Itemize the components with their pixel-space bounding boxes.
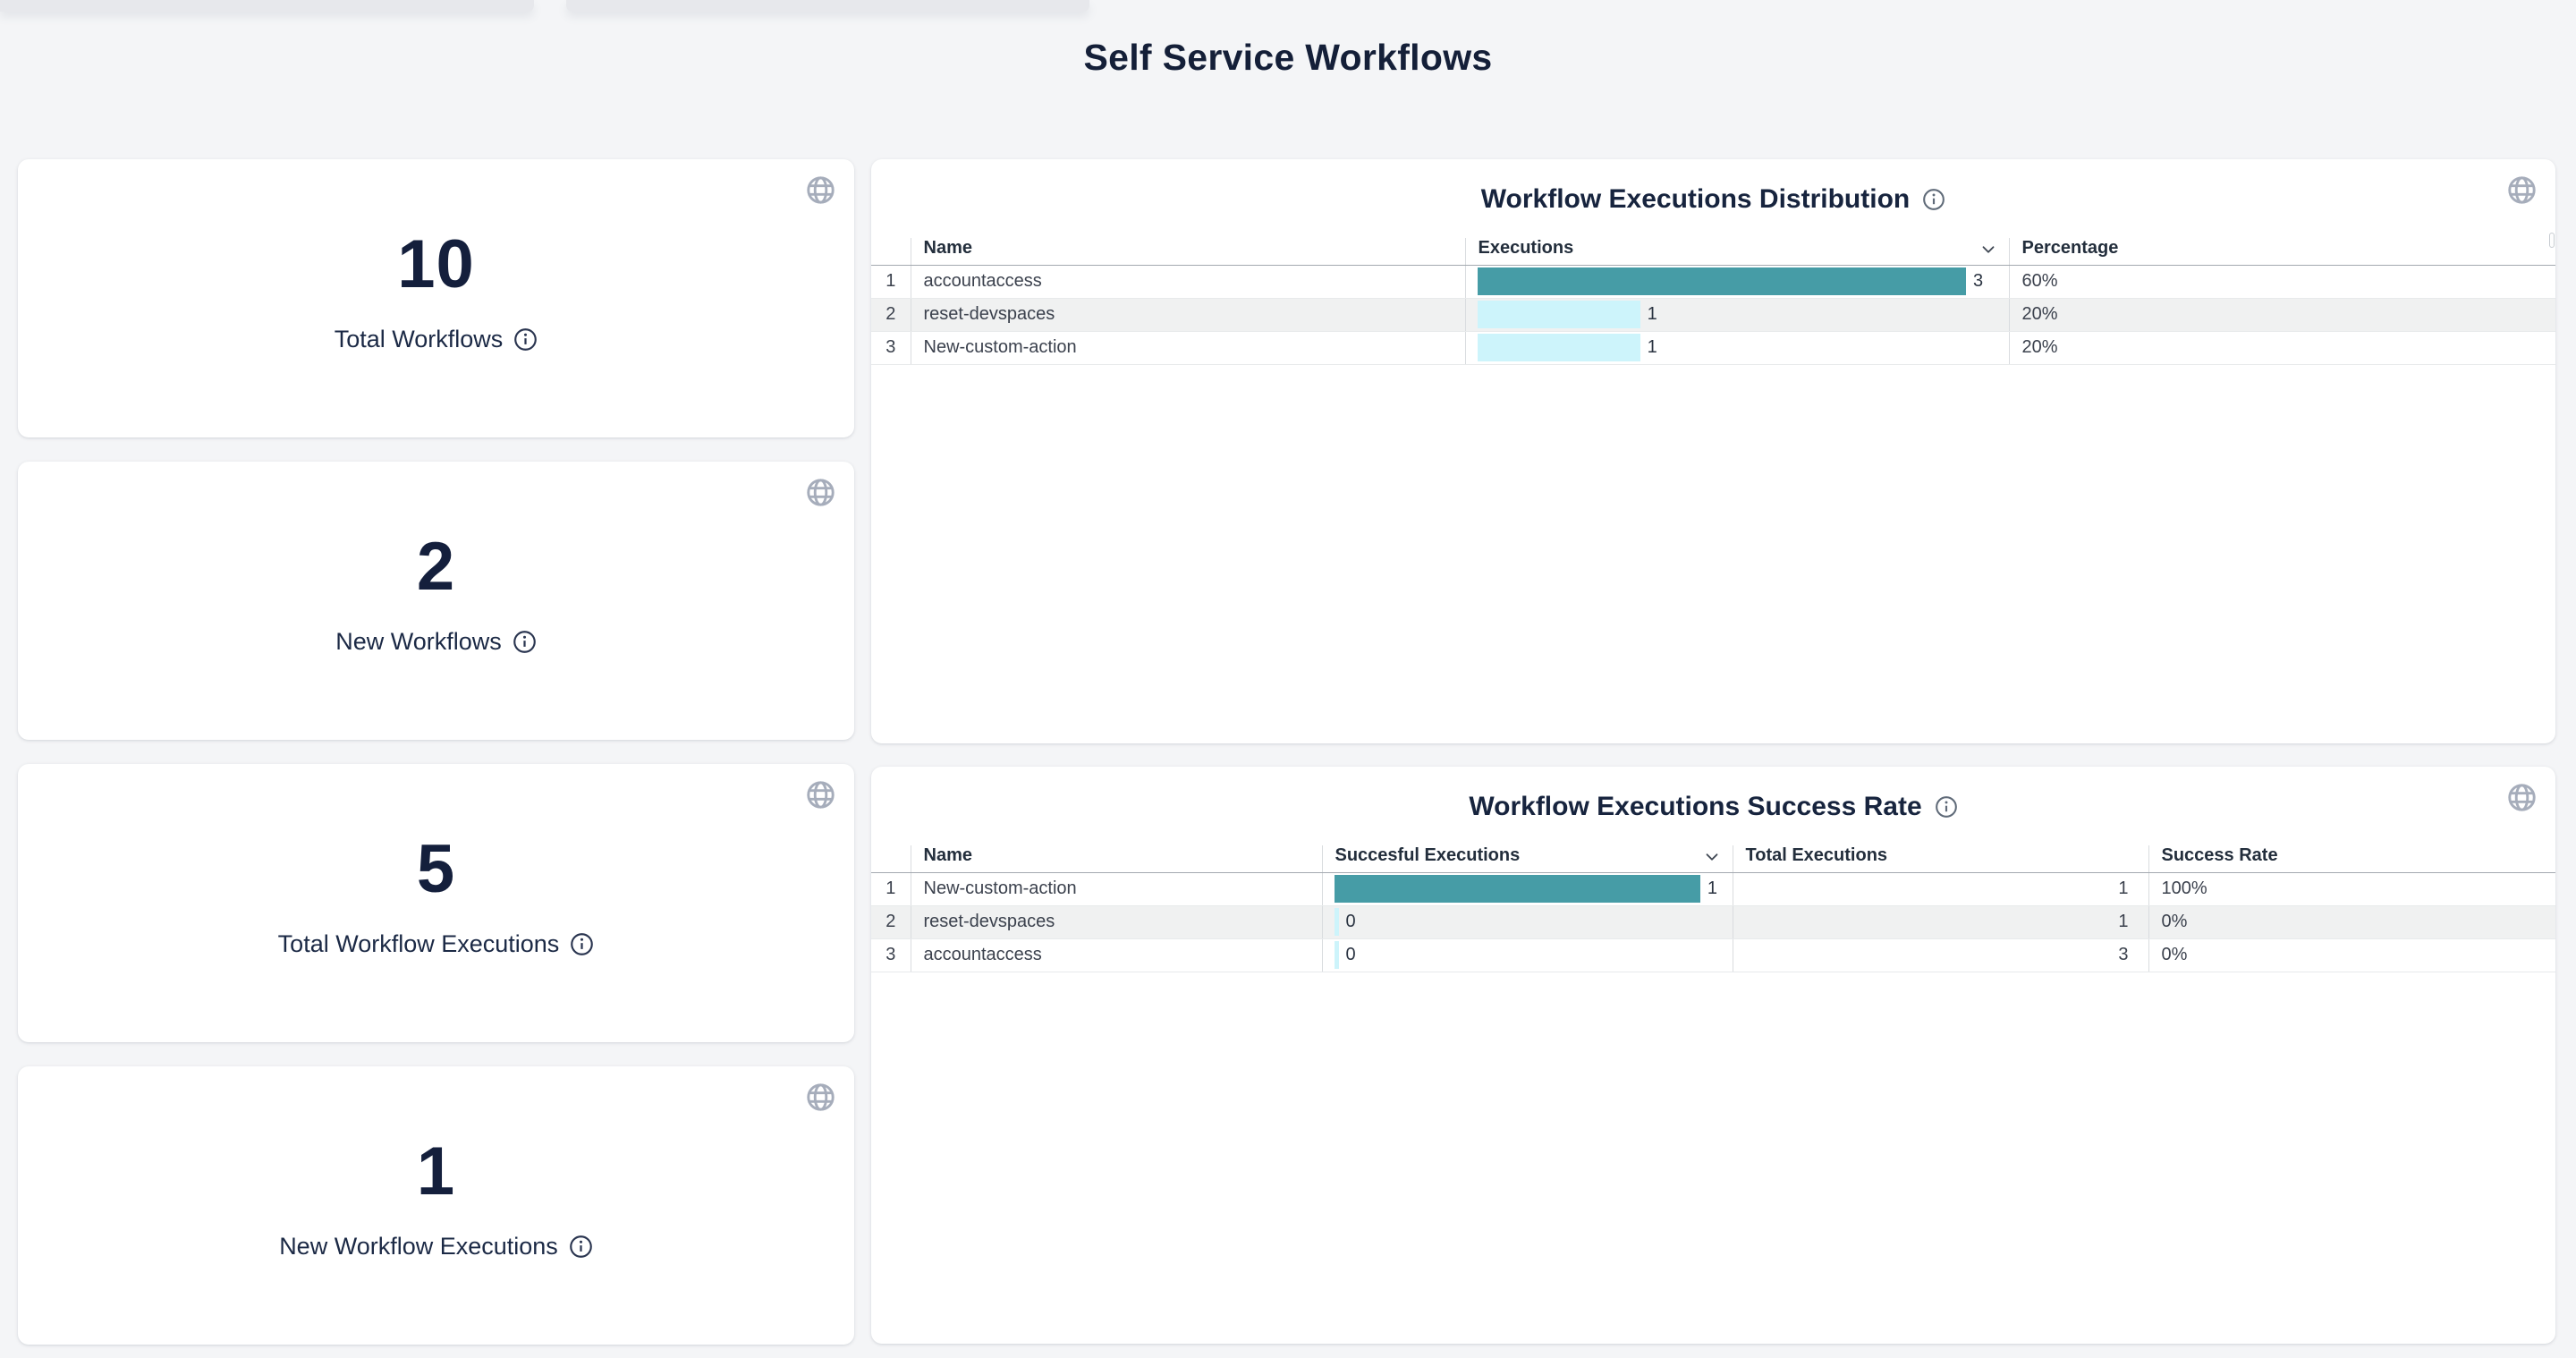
column-header-executions[interactable]: Executions: [1464, 238, 2009, 266]
globe-icon[interactable]: [805, 1082, 836, 1113]
success-rate-cell: 0%: [2148, 938, 2555, 972]
success-header-row: Name Succesful Executions Total Executio…: [871, 845, 2555, 873]
table-row: 1 accountaccess 3 60%: [871, 265, 2555, 299]
executions-bar-cell: 3: [1464, 265, 2009, 299]
executions-value: 3: [1972, 271, 1984, 292]
stat-card-total-workflow-executions: 5 Total Workflow Executions: [18, 764, 854, 1043]
table-row: 3 accountaccess 0 3 0%: [871, 938, 2555, 972]
successful-executions-bar-cell: 0: [1321, 938, 1733, 972]
successful-executions-value: 0: [1345, 945, 1356, 965]
column-header-total-executions[interactable]: Total Executions: [1732, 845, 2148, 873]
executions-bar: [1477, 301, 1640, 329]
successful-executions-bar-cell: 1: [1321, 872, 1733, 906]
success-rate-table: Name Succesful Executions Total Executio…: [871, 845, 2555, 972]
distribution-table-title: Workflow Executions Distribution: [1480, 184, 1911, 215]
total-executions-cell: 1: [1732, 905, 2148, 939]
top-tab-strip-left: [0, 0, 534, 12]
column-header-index: [871, 845, 911, 873]
globe-icon[interactable]: [2506, 174, 2538, 206]
info-icon[interactable]: [513, 630, 537, 654]
row-index: 1: [871, 872, 911, 906]
row-index: 3: [871, 331, 911, 365]
stat-label-total-workflow-executions: Total Workflow Executions: [277, 930, 560, 958]
successful-executions-value: 0: [1345, 912, 1356, 932]
stat-value-new-workflow-executions: 1: [416, 1133, 456, 1210]
globe-icon[interactable]: [2506, 782, 2538, 813]
stat-label-total-workflows: Total Workflows: [334, 326, 504, 353]
percentage-cell: 20%: [2008, 331, 2555, 365]
row-index: 2: [871, 298, 911, 332]
success-rate-table-title: Workflow Executions Success Rate: [1469, 792, 1922, 822]
column-header-success-rate[interactable]: Success Rate: [2148, 845, 2555, 873]
stat-value-total-workflows: 10: [397, 226, 475, 303]
info-icon[interactable]: [513, 327, 538, 352]
executions-bar-cell: 1: [1464, 298, 2009, 332]
workflow-name-cell: accountaccess: [910, 265, 1465, 299]
successful-executions-value: 1: [1707, 878, 1718, 899]
percentage-cell: 60%: [2008, 265, 2555, 299]
stat-card-total-workflows: 10 Total Workflows: [18, 159, 854, 438]
total-executions-cell: 1: [1732, 872, 2148, 906]
success-rate-card: Workflow Executions Success Rate Name Su…: [871, 767, 2555, 1345]
table-row: 2 reset-devspaces 1 20%: [871, 298, 2555, 332]
workflow-name-cell: reset-devspaces: [910, 298, 1465, 332]
sort-descending-icon[interactable]: [1979, 240, 1998, 259]
table-row: 2 reset-devspaces 0 1 0%: [871, 905, 2555, 939]
info-icon[interactable]: [570, 932, 594, 956]
stat-card-new-workflows: 2 New Workflows: [18, 462, 854, 741]
top-tab-strip-right: [566, 0, 1089, 12]
globe-icon[interactable]: [805, 779, 836, 811]
workflow-name-cell: accountaccess: [910, 938, 1322, 972]
workflow-name-cell: New-custom-action: [910, 872, 1322, 906]
page-title: Self Service Workflows: [1083, 37, 1493, 78]
info-icon[interactable]: [1935, 795, 1958, 819]
globe-icon[interactable]: [805, 174, 836, 206]
stat-card-new-workflow-executions: 1 New Workflow Executions: [18, 1066, 854, 1345]
executions-bar-cell: 1: [1464, 331, 2009, 365]
info-icon[interactable]: [1922, 188, 1945, 211]
stat-value-new-workflows: 2: [416, 529, 456, 606]
column-header-percentage[interactable]: Percentage: [2008, 238, 2555, 266]
executions-bar: [1477, 267, 1966, 296]
row-index: 1: [871, 265, 911, 299]
executions-value: 1: [1647, 304, 1657, 325]
workflow-name-cell: New-custom-action: [910, 331, 1465, 365]
distribution-table: Name Executions Percentage 1 accountacce…: [871, 238, 2555, 365]
distribution-card: Workflow Executions Distribution Name Ex…: [871, 159, 2555, 744]
executions-value: 1: [1647, 337, 1657, 358]
column-header-name[interactable]: Name: [910, 238, 1465, 266]
table-row: 3 New-custom-action 1 20%: [871, 331, 2555, 365]
successful-executions-bar: [1334, 875, 1700, 904]
row-index: 2: [871, 905, 911, 939]
column-header-successful-executions[interactable]: Succesful Executions: [1321, 845, 1733, 873]
stat-label-new-workflow-executions: New Workflow Executions: [279, 1233, 558, 1260]
successful-executions-bar: [1334, 908, 1339, 937]
row-index: 3: [871, 938, 911, 972]
table-row: 1 New-custom-action 1 1 100%: [871, 872, 2555, 906]
globe-icon[interactable]: [805, 477, 836, 508]
distribution-header-row: Name Executions Percentage: [871, 238, 2555, 266]
workflow-name-cell: reset-devspaces: [910, 905, 1322, 939]
column-header-index: [871, 238, 911, 266]
table-scrollbar-thumb[interactable]: [2549, 233, 2555, 249]
successful-executions-bar: [1334, 941, 1339, 970]
column-header-name[interactable]: Name: [910, 845, 1322, 873]
stat-label-new-workflows: New Workflows: [335, 628, 502, 656]
sort-descending-icon[interactable]: [1702, 847, 1722, 867]
stats-column: 10 Total Workflows 2 New Workflows 5 Tot…: [18, 159, 854, 1345]
successful-executions-bar-cell: 0: [1321, 905, 1733, 939]
success-rate-cell: 100%: [2148, 872, 2555, 906]
success-rate-cell: 0%: [2148, 905, 2555, 939]
percentage-cell: 20%: [2008, 298, 2555, 332]
dashboard-layout: 10 Total Workflows 2 New Workflows 5 Tot…: [0, 159, 2576, 1345]
tables-column: Workflow Executions Distribution Name Ex…: [871, 159, 2555, 1345]
executions-bar: [1477, 334, 1640, 362]
stat-value-total-workflow-executions: 5: [416, 831, 456, 908]
info-icon[interactable]: [569, 1235, 593, 1259]
total-executions-cell: 3: [1732, 938, 2148, 972]
